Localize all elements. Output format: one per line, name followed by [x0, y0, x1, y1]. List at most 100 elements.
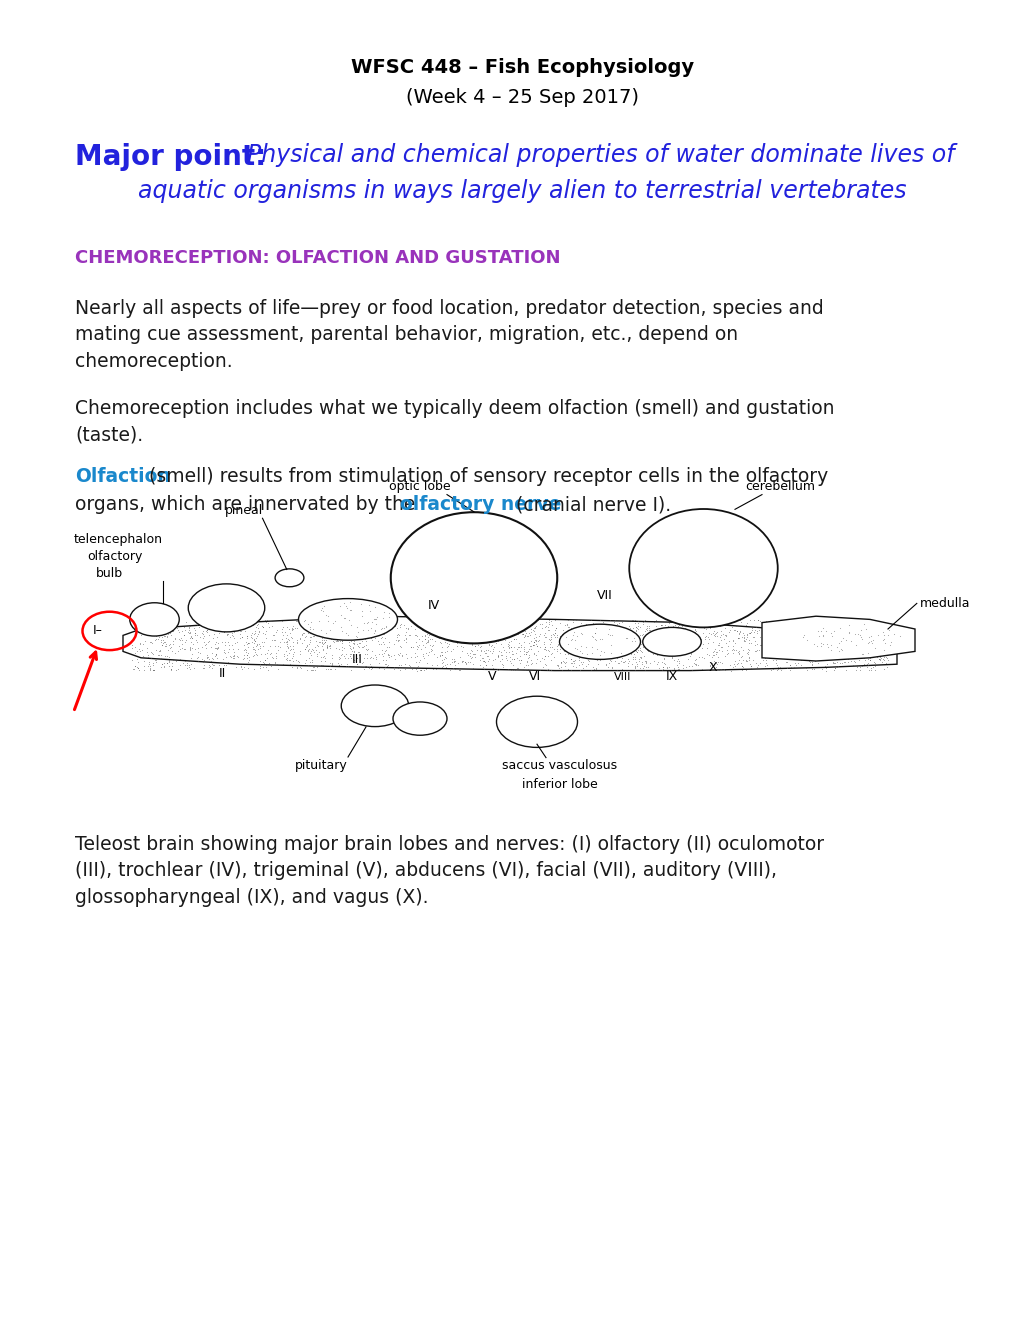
Point — [598, 644, 614, 665]
Point — [537, 645, 553, 667]
Point — [875, 632, 892, 653]
Point — [502, 636, 519, 657]
Point — [303, 640, 319, 661]
Point — [180, 655, 197, 676]
Point — [714, 623, 731, 644]
Point — [210, 632, 226, 653]
Point — [417, 636, 433, 657]
Point — [164, 620, 180, 642]
Ellipse shape — [129, 603, 179, 636]
Point — [631, 648, 647, 669]
Point — [416, 660, 432, 681]
Point — [796, 624, 812, 645]
Point — [435, 648, 451, 669]
Point — [557, 627, 574, 648]
Point — [234, 616, 251, 638]
Point — [866, 639, 882, 660]
Point — [500, 636, 517, 657]
Point — [348, 647, 365, 668]
Point — [186, 624, 203, 645]
Point — [173, 620, 190, 642]
Point — [548, 624, 565, 645]
Point — [758, 643, 774, 664]
Point — [519, 651, 535, 672]
Point — [376, 634, 392, 655]
Point — [157, 635, 173, 656]
Point — [491, 569, 507, 590]
Point — [785, 647, 801, 668]
Point — [591, 614, 607, 635]
Point — [787, 655, 803, 676]
Point — [438, 632, 454, 653]
Point — [302, 627, 318, 648]
Point — [633, 624, 649, 645]
Point — [878, 640, 895, 661]
Point — [589, 653, 605, 675]
Point — [475, 649, 491, 671]
Point — [637, 619, 653, 640]
Point — [646, 638, 662, 659]
Point — [350, 642, 366, 663]
Point — [746, 619, 762, 640]
Point — [525, 618, 541, 639]
Point — [797, 643, 813, 664]
Point — [518, 644, 534, 665]
Point — [439, 635, 455, 656]
Point — [333, 644, 350, 665]
Point — [607, 647, 624, 668]
Point — [370, 620, 386, 642]
Point — [243, 626, 259, 647]
Point — [394, 644, 411, 665]
Point — [620, 653, 636, 675]
Point — [436, 586, 452, 607]
Point — [347, 626, 364, 647]
Point — [663, 645, 680, 667]
Point — [247, 630, 263, 651]
Point — [191, 611, 207, 632]
Point — [181, 639, 198, 660]
Point — [420, 618, 436, 639]
Point — [479, 609, 495, 630]
Point — [601, 628, 618, 649]
Point — [312, 651, 328, 672]
Point — [730, 627, 746, 648]
Point — [779, 657, 795, 678]
Point — [412, 649, 428, 671]
Point — [646, 651, 662, 672]
Point — [817, 622, 834, 643]
Point — [287, 610, 304, 631]
Point — [843, 630, 859, 651]
Point — [565, 638, 581, 659]
Point — [238, 624, 255, 645]
Point — [478, 645, 494, 667]
Point — [397, 628, 414, 649]
Point — [505, 569, 522, 590]
Point — [865, 651, 881, 672]
Point — [236, 620, 253, 642]
Point — [880, 619, 897, 640]
Point — [387, 630, 404, 651]
Point — [478, 630, 494, 651]
Point — [183, 638, 200, 659]
Point — [540, 660, 556, 681]
Point — [758, 623, 774, 644]
Point — [169, 618, 185, 639]
Point — [514, 614, 530, 635]
Point — [422, 639, 438, 660]
Point — [582, 626, 598, 647]
Point — [866, 631, 882, 652]
Point — [140, 619, 156, 640]
Point — [327, 628, 343, 649]
Point — [415, 645, 431, 667]
Point — [319, 622, 335, 643]
Point — [252, 653, 268, 675]
Point — [812, 632, 828, 653]
Point — [312, 655, 328, 676]
Point — [671, 626, 687, 647]
Point — [407, 573, 423, 594]
Point — [502, 652, 519, 673]
Point — [399, 618, 416, 639]
Point — [493, 599, 510, 620]
Point — [697, 626, 713, 647]
Point — [403, 615, 419, 636]
